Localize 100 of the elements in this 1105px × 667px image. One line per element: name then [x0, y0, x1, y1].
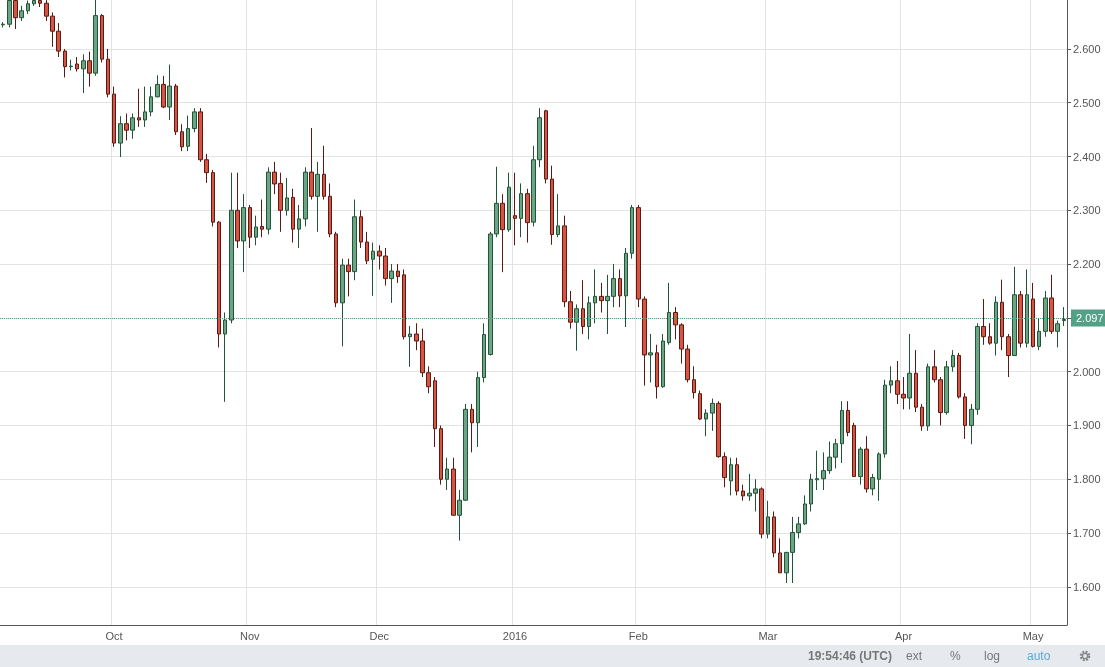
- candlestick: [513, 172, 517, 246]
- candlestick: [741, 484, 745, 502]
- candlestick: [1062, 306, 1066, 327]
- candlestick: [112, 86, 116, 148]
- candlestick: [439, 424, 443, 486]
- candlestick: [87, 51, 92, 88]
- text: auto: [1027, 649, 1051, 663]
- candlestick: [988, 322, 992, 346]
- candlestick: [661, 333, 665, 389]
- candlestick: [1006, 333, 1011, 378]
- candlestick: [926, 363, 930, 432]
- candlestick: [81, 53, 86, 94]
- candlestick: [957, 352, 961, 400]
- candlestick: [815, 450, 819, 491]
- candlestick: [951, 349, 955, 373]
- candlestick: [396, 263, 400, 284]
- y-tick-label: 2.000: [1073, 365, 1101, 378]
- candlestick: [846, 400, 850, 437]
- candlestick: [445, 457, 449, 491]
- candlestick: [593, 268, 597, 324]
- x-tick-label: Apr: [895, 629, 913, 642]
- candlestick: [803, 494, 807, 526]
- candlestick: [772, 511, 776, 558]
- candlestick: [217, 220, 221, 348]
- candlestick: [630, 204, 634, 260]
- candlestick: [297, 204, 301, 249]
- candlestick: [470, 403, 474, 453]
- x-tick-label: Nov: [240, 629, 261, 642]
- x-tick-label: Mar: [758, 629, 778, 642]
- candlestick: [840, 400, 844, 464]
- candlestick: [137, 88, 141, 128]
- candlestick: [433, 376, 437, 448]
- y-tick-label: 1.600: [1073, 580, 1101, 593]
- candlestick: [1000, 279, 1004, 351]
- candlestick: [124, 112, 129, 141]
- candlestick: [328, 182, 332, 238]
- candlestick: [340, 258, 345, 347]
- candlestick: [408, 325, 412, 368]
- candlestick: [26, 0, 30, 15]
- text: log: [984, 649, 1001, 663]
- x-tick-label: May: [1022, 629, 1044, 642]
- candlestick: [63, 48, 67, 78]
- candlestick: [870, 473, 875, 496]
- y-tick-label: 1.800: [1073, 473, 1101, 486]
- candlestick: [322, 145, 326, 201]
- candlestick: [667, 282, 671, 346]
- candlestick: [359, 209, 363, 249]
- candlestick: [161, 75, 166, 109]
- text: 19:54:46 (UTC): [808, 649, 893, 663]
- candlestick: [507, 172, 511, 233]
- candlestick: [149, 86, 153, 117]
- candlestick: [260, 199, 264, 238]
- candlestick: [1043, 290, 1048, 338]
- candlestick: [130, 112, 135, 140]
- candlestick: [303, 166, 308, 227]
- candlestick: [155, 74, 160, 98]
- candlestick: [285, 177, 289, 217]
- candlestick: [254, 215, 258, 246]
- candlestick: [994, 295, 998, 357]
- candlestick: [778, 537, 782, 574]
- y-tick-label: 1.700: [1073, 527, 1101, 540]
- y-tick-label: 2.300: [1073, 204, 1101, 217]
- y-tick-label: 2.600: [1073, 42, 1101, 55]
- candlestick: [451, 457, 456, 516]
- y-tick-label: 2.500: [1073, 96, 1101, 109]
- candlestick: [889, 365, 893, 394]
- candlestick: [852, 422, 856, 478]
- candlestick: [223, 312, 227, 403]
- candlestick: [655, 344, 659, 400]
- candlestick: [556, 193, 560, 238]
- candlestick: [365, 231, 369, 265]
- candlestick: [38, 0, 42, 8]
- candlestick: [1018, 290, 1023, 348]
- candlestick: [587, 295, 591, 340]
- candlestick: [13, 0, 18, 30]
- candlestick: [7, 0, 12, 28]
- candlestick: [291, 188, 295, 244]
- candlestick: [944, 360, 949, 416]
- candlestick: [1025, 268, 1029, 348]
- y-tick-label: 2.400: [1073, 150, 1101, 163]
- candlestick: [877, 451, 881, 502]
- candlestick: [858, 446, 863, 486]
- candlestick: [118, 115, 123, 158]
- x-tick-label: Oct: [105, 629, 123, 642]
- candlestick: [864, 435, 869, 494]
- candlestick: [618, 268, 622, 308]
- candlestick: [704, 408, 708, 437]
- candlestick: [143, 86, 147, 128]
- candlestick: [241, 193, 246, 273]
- candlestick: [266, 166, 271, 236]
- candlestick: [1037, 317, 1041, 351]
- candlestick: [574, 303, 579, 352]
- candlestick: [920, 403, 924, 432]
- candlestick: [334, 231, 338, 308]
- candlestick: [309, 127, 314, 201]
- candlestick: [235, 172, 240, 249]
- candlestick: [1012, 266, 1017, 357]
- candlestick: [692, 365, 696, 400]
- candlestick: [371, 242, 375, 297]
- candlestick: [914, 349, 918, 413]
